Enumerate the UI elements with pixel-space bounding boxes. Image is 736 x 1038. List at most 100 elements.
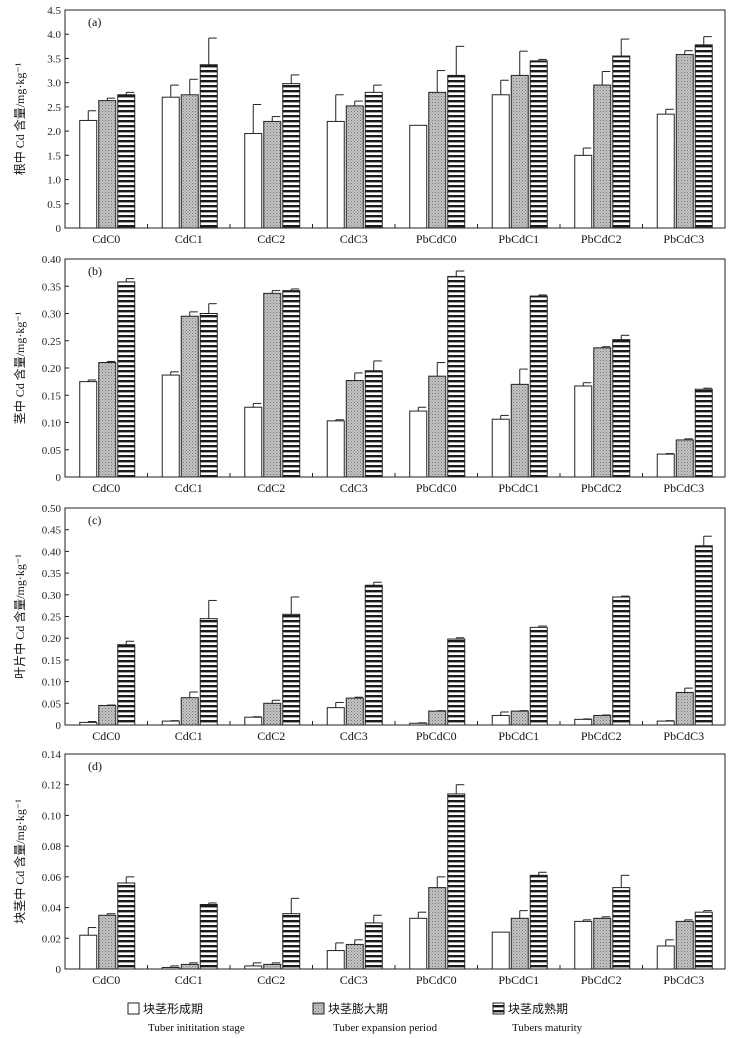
bar-initiation bbox=[491, 94, 510, 229]
bar-expansion bbox=[510, 74, 529, 229]
y-tick-label: 2.0 bbox=[47, 126, 61, 138]
x-tick-label: CdC3 bbox=[340, 232, 368, 246]
bar-initiation bbox=[79, 119, 98, 229]
bar-maturity bbox=[282, 613, 301, 726]
legend-label-initiation-en: Tuber inititation stage bbox=[148, 1022, 245, 1034]
x-tick-label: CdC0 bbox=[92, 232, 120, 246]
bar-initiation bbox=[491, 418, 510, 478]
x-tick-label: PbCdC2 bbox=[581, 232, 622, 246]
bar-expansion bbox=[675, 691, 694, 726]
y-tick-label: 0.15 bbox=[42, 390, 62, 402]
y-tick-label: 0.10 bbox=[42, 418, 62, 430]
bar-maturity bbox=[364, 922, 383, 970]
x-tick-label: PbCdC0 bbox=[416, 481, 457, 495]
legend-label-expansion-en: Tuber expansion period bbox=[333, 1022, 438, 1034]
y-tick-label: 0 bbox=[56, 223, 62, 235]
legend-swatch-maturity bbox=[492, 1002, 505, 1015]
bar-maturity bbox=[529, 626, 548, 726]
bar-maturity bbox=[612, 887, 631, 970]
x-tick-label: PbCdC2 bbox=[581, 973, 622, 987]
bar-maturity bbox=[447, 793, 466, 970]
bar-expansion bbox=[98, 362, 117, 478]
bar-initiation bbox=[574, 920, 593, 970]
y-tick-label: 1.0 bbox=[47, 175, 61, 187]
x-tick-label: CdC1 bbox=[175, 973, 203, 987]
panel-label: (d) bbox=[88, 759, 102, 773]
y-tick-label: 0.25 bbox=[42, 336, 62, 348]
legend-label-maturity-en: Tubers maturity bbox=[512, 1022, 583, 1034]
x-tick-label: CdC1 bbox=[175, 481, 203, 495]
bar-maturity bbox=[694, 388, 713, 478]
bar-expansion bbox=[593, 347, 612, 478]
bar-expansion bbox=[593, 84, 612, 229]
y-tick-label: 2.5 bbox=[47, 102, 61, 114]
bar-maturity bbox=[612, 596, 631, 726]
x-tick-label: PbCdC2 bbox=[581, 729, 622, 743]
bar-expansion bbox=[263, 963, 282, 970]
bar-expansion bbox=[263, 120, 282, 229]
bar-expansion bbox=[180, 963, 199, 970]
bar-initiation bbox=[326, 950, 345, 970]
bar-initiation bbox=[574, 154, 593, 229]
x-tick-label: CdC1 bbox=[175, 232, 203, 246]
y-tick-label: 0.25 bbox=[42, 612, 62, 624]
x-tick-label: CdC0 bbox=[92, 481, 120, 495]
x-tick-label: PbCdC3 bbox=[663, 481, 704, 495]
bar-maturity bbox=[282, 83, 301, 229]
bar-maturity bbox=[199, 313, 218, 478]
x-tick-label: PbCdC1 bbox=[498, 973, 539, 987]
bar-expansion bbox=[180, 315, 199, 478]
y-tick-label: 0.50 bbox=[42, 503, 62, 515]
bar-initiation bbox=[656, 720, 675, 726]
bar-initiation bbox=[326, 120, 345, 229]
bar-expansion bbox=[675, 920, 694, 970]
bar-initiation bbox=[409, 722, 428, 726]
bar-maturity bbox=[529, 60, 548, 229]
y-axis-label: 块茎中 Cd 含量/mg·kg⁻¹ bbox=[12, 799, 27, 924]
x-tick-label: CdC2 bbox=[257, 232, 285, 246]
y-tick-label: 0 bbox=[56, 964, 62, 976]
y-tick-label: 0.05 bbox=[42, 445, 62, 457]
bar-maturity bbox=[117, 94, 136, 229]
bar-expansion bbox=[345, 105, 364, 229]
panel-label: (c) bbox=[88, 513, 101, 527]
bar-expansion bbox=[98, 704, 117, 726]
legend-swatch-expansion bbox=[312, 1002, 325, 1015]
y-axis-label: 根中 Cd 含量/mg·kg⁻¹ bbox=[12, 62, 27, 175]
chart-panel-3: 0 0.05 0.10 0.15 0.20 0.25 0.30 0.35 0.40 0.45 0.5… bbox=[12, 503, 726, 743]
y-axis-label: 叶片中 Cd 含量/mg·kg⁻¹ bbox=[12, 554, 27, 679]
bar-maturity bbox=[364, 91, 383, 229]
bar-expansion bbox=[510, 710, 529, 726]
x-tick-label: PbCdC3 bbox=[663, 973, 704, 987]
bar-initiation bbox=[79, 381, 98, 478]
x-tick-label: CdC3 bbox=[340, 481, 368, 495]
y-tick-label: 0.20 bbox=[42, 633, 62, 645]
bar-maturity bbox=[694, 44, 713, 229]
y-tick-label: 0.10 bbox=[42, 810, 62, 822]
y-tick-label: 0 bbox=[56, 720, 62, 732]
x-tick-label: PbCdC2 bbox=[581, 481, 622, 495]
legend-label-maturity-zh: 块茎成熟期 bbox=[508, 1001, 568, 1016]
bar-expansion bbox=[428, 91, 447, 229]
legend-swatch-initiation bbox=[127, 1002, 140, 1015]
bar-maturity bbox=[447, 275, 466, 478]
x-tick-label: CdC2 bbox=[257, 481, 285, 495]
panel-label: (a) bbox=[88, 15, 101, 29]
chart-panel-2: 0 0.05 0.10 0.15 0.20 0.25 0.30 0.35 0.40 (b) 茎中 C… bbox=[12, 254, 726, 495]
bar-maturity bbox=[199, 64, 218, 229]
bar-initiation bbox=[79, 934, 98, 970]
y-axis-label: 茎中 Cd 含量/mg·kg⁻¹ bbox=[12, 311, 27, 424]
bar-expansion bbox=[180, 94, 199, 229]
x-tick-label: PbCdC0 bbox=[416, 973, 457, 987]
bar-maturity bbox=[529, 874, 548, 970]
y-tick-label: 1.5 bbox=[47, 150, 61, 162]
bar-initiation bbox=[244, 716, 263, 726]
y-tick-label: 0.04 bbox=[42, 903, 62, 915]
legend: 块茎形成期 Tuber inititation stage 块茎膨大期 Tube… bbox=[127, 1001, 583, 1034]
legend-label-initiation-zh: 块茎形成期 bbox=[143, 1002, 203, 1016]
x-tick-label: CdC3 bbox=[340, 973, 368, 987]
bar-maturity bbox=[282, 290, 301, 478]
bar-expansion bbox=[428, 887, 447, 970]
y-tick-label: 0.12 bbox=[42, 780, 61, 792]
